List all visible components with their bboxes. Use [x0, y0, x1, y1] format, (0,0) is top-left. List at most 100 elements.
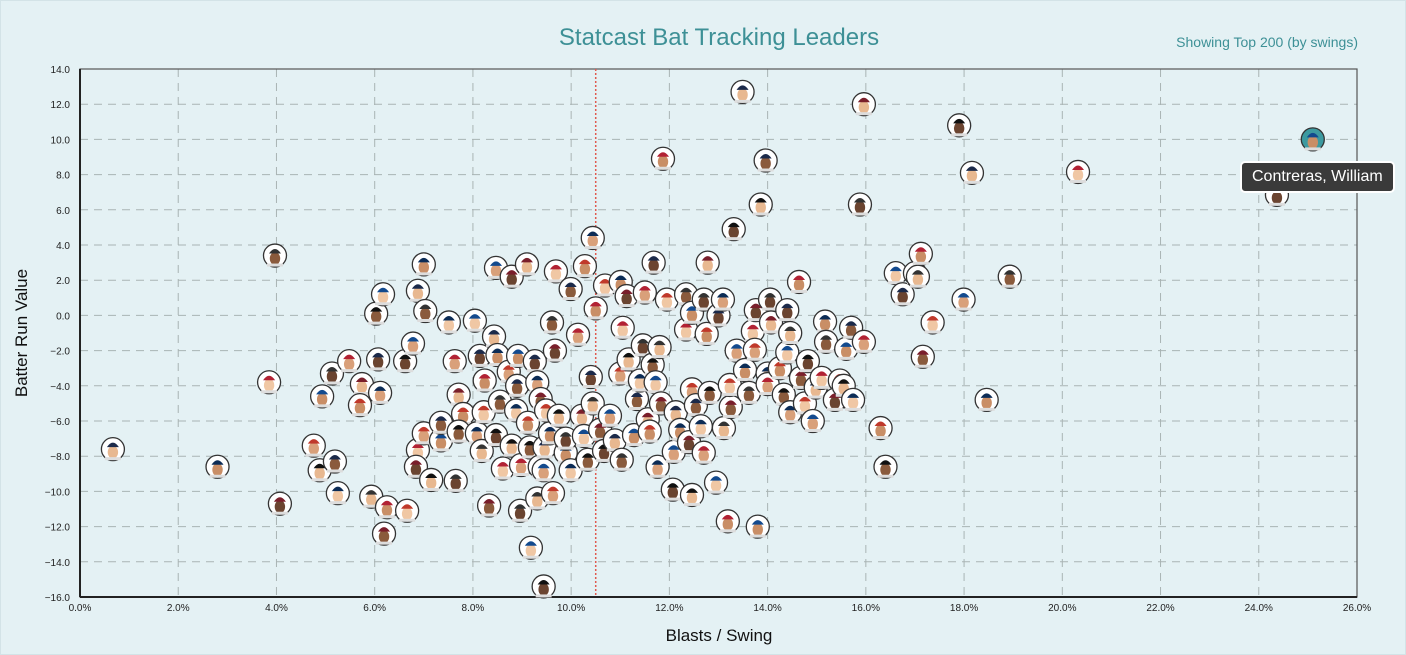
data-point — [337, 349, 362, 374]
data-point — [205, 454, 230, 479]
headshot-face — [762, 380, 773, 394]
headshot-cap — [957, 293, 970, 298]
headshot-jersey — [647, 390, 664, 394]
data-point — [905, 264, 931, 289]
data-point — [325, 481, 351, 506]
headshot-face — [841, 345, 852, 359]
headshot-jersey — [628, 407, 645, 410]
headshot-cap — [636, 338, 649, 344]
headshot-cap — [512, 349, 525, 354]
headshot-cap — [452, 388, 465, 393]
headshot-cap — [819, 315, 832, 320]
data-point — [508, 452, 534, 478]
headshot-cap — [546, 486, 559, 492]
x-tick-label: 26.0% — [1343, 603, 1371, 614]
headshot-face — [652, 463, 663, 477]
headshot-cap — [697, 293, 710, 298]
headshot-cap — [641, 412, 654, 418]
headshot-cap — [564, 463, 577, 469]
headshot-jersey — [894, 302, 911, 306]
headshot-jersey — [363, 504, 380, 508]
headshot-face — [816, 374, 827, 388]
data-point — [558, 276, 583, 302]
headshot-cap — [667, 445, 680, 450]
headshot-jersey — [305, 453, 322, 457]
headshot-face — [478, 408, 489, 422]
headshot-cap — [739, 363, 752, 368]
headshot-face — [590, 304, 601, 318]
headshot-face — [621, 292, 632, 306]
y-tick-label: 14.0 — [51, 65, 71, 76]
headshot-cap — [468, 314, 481, 319]
headshot-face — [728, 225, 739, 239]
headshot-jersey — [596, 458, 613, 462]
data-point — [715, 509, 740, 534]
headshot-cap — [372, 352, 385, 358]
data-point — [394, 498, 420, 523]
headshot-cap — [564, 282, 577, 287]
headshot-face — [644, 428, 655, 442]
headshot-jersey — [747, 318, 764, 322]
headshot-face — [450, 477, 461, 491]
headshot-jersey — [423, 487, 440, 491]
headshot-cap — [781, 303, 794, 309]
data-point — [660, 477, 685, 502]
headshot-face — [565, 466, 576, 480]
headshot-cap — [889, 266, 902, 272]
data-point — [650, 146, 676, 171]
headshot-face — [927, 318, 938, 332]
headshot-jersey — [651, 355, 668, 359]
headshot-face — [713, 311, 724, 325]
headshot-jersey — [791, 289, 808, 293]
headshot-face — [483, 501, 495, 515]
headshot-cap — [649, 375, 662, 381]
headshot-jersey — [855, 112, 872, 116]
headshot-jersey — [601, 423, 618, 427]
tooltip: Contreras, William — [1240, 161, 1395, 193]
headshot-cap — [736, 85, 749, 90]
x-tick-label: 6.0% — [363, 603, 386, 614]
headshot-face — [476, 447, 487, 461]
headshot-face — [743, 389, 755, 403]
headshot-jersey — [1268, 202, 1285, 206]
headshot-jersey — [963, 180, 980, 184]
headshot-jersey — [737, 377, 754, 381]
headshot-cap — [749, 303, 762, 309]
data-point — [347, 393, 373, 418]
headshot-face — [401, 507, 413, 521]
headshot-jersey — [415, 441, 432, 445]
x-tick-label: 22.0% — [1146, 603, 1174, 614]
headshot-face — [474, 352, 485, 366]
data-point — [580, 225, 605, 251]
x-tick-label: 8.0% — [462, 603, 485, 614]
headshot-face — [661, 296, 673, 310]
headshot-cap — [724, 400, 737, 405]
headshot-face — [710, 479, 722, 493]
headshot-face — [435, 436, 447, 450]
headshot-face — [953, 121, 965, 135]
headshot-jersey — [562, 297, 579, 300]
headshot-face — [782, 306, 793, 320]
headshot-cap — [857, 97, 870, 103]
headshot-cap — [581, 453, 594, 458]
headshot-jersey — [510, 363, 527, 367]
headshot-cap — [540, 403, 553, 409]
headshot-face — [890, 269, 902, 283]
headshot-jersey — [557, 446, 574, 450]
headshot-cap — [106, 442, 119, 448]
headshot-face — [854, 201, 866, 215]
headshot-jersey — [955, 307, 972, 311]
headshot-cap — [622, 352, 635, 358]
headshot-cap — [589, 301, 602, 307]
headshot-jersey — [681, 450, 698, 454]
headshot-jersey — [664, 497, 681, 501]
headshot-cap — [531, 491, 544, 497]
headshot-jersey — [547, 279, 564, 283]
headshot-face — [274, 500, 286, 514]
headshot-jersey — [695, 307, 712, 311]
headshot-cap — [689, 398, 702, 404]
data-point — [691, 287, 716, 312]
y-tick-label: 0.0 — [56, 311, 70, 322]
data-point — [507, 498, 533, 523]
headshot-cap — [407, 337, 420, 342]
